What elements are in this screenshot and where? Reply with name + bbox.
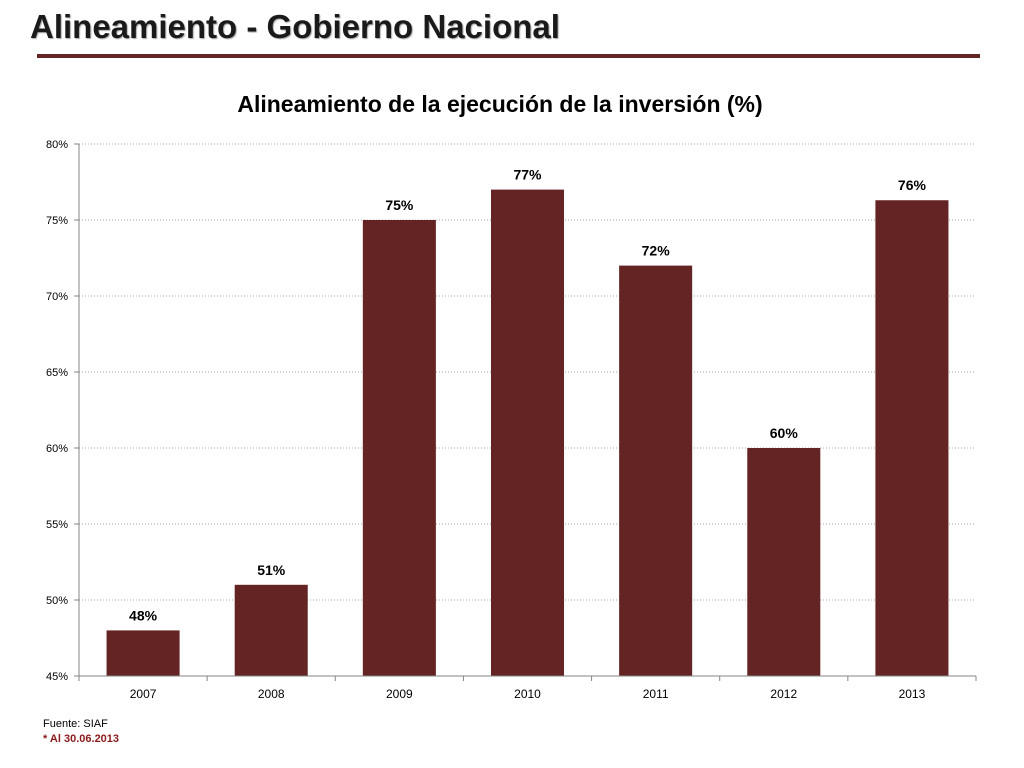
x-tick-label: 2013: [899, 687, 926, 701]
source-note: Fuente: SIAF: [43, 718, 108, 730]
chart-title: Alineamiento de la ejecución de la inver…: [237, 91, 763, 117]
bar-2012: [747, 448, 821, 676]
bar-2007: [106, 630, 180, 676]
y-tick-label: 60%: [46, 443, 68, 455]
bars: [106, 189, 949, 677]
data-label-2013: 76%: [898, 177, 927, 193]
title-divider: [37, 54, 980, 58]
date-note: * Al 30.06.2013: [43, 733, 120, 745]
x-tick-label: 2008: [258, 687, 285, 701]
y-tick-label: 75%: [46, 215, 68, 227]
y-tick-label: 45%: [46, 671, 68, 683]
data-label-2011: 72%: [642, 243, 671, 259]
y-tick-label: 65%: [46, 367, 68, 379]
bar-2013: [875, 200, 949, 677]
y-tick-label: 70%: [46, 291, 68, 303]
x-tick-label: 2010: [514, 687, 541, 701]
x-tick-label: 2012: [770, 687, 797, 701]
y-tick-label: 55%: [46, 519, 68, 531]
y-tick-label: 80%: [46, 139, 68, 151]
x-tick-label: 2007: [130, 687, 157, 701]
axes: 45% 50% 55% 60% 65% 70% 75% 80% 2007 2008 2009 2010…: [46, 139, 977, 701]
data-label-2012: 60%: [770, 425, 799, 441]
data-label-2009: 75%: [385, 197, 414, 213]
y-tick-label: 50%: [46, 595, 68, 607]
bar-2009: [362, 220, 436, 676]
bar-2010: [490, 189, 565, 676]
data-labels: 48% 51% 75% 77% 72% 60% 76%: [129, 167, 926, 624]
data-label-2010: 77%: [513, 167, 542, 183]
data-label-2008: 51%: [257, 562, 286, 578]
slide-title: Alineamiento - Gobierno Nacional: [30, 8, 560, 45]
x-tick-label: 2011: [643, 687, 669, 701]
x-tick-label: 2009: [386, 687, 413, 701]
data-label-2007: 48%: [129, 607, 158, 623]
bar-2008: [234, 584, 308, 676]
gridlines: [79, 143, 976, 601]
bar-2011: [619, 265, 693, 676]
